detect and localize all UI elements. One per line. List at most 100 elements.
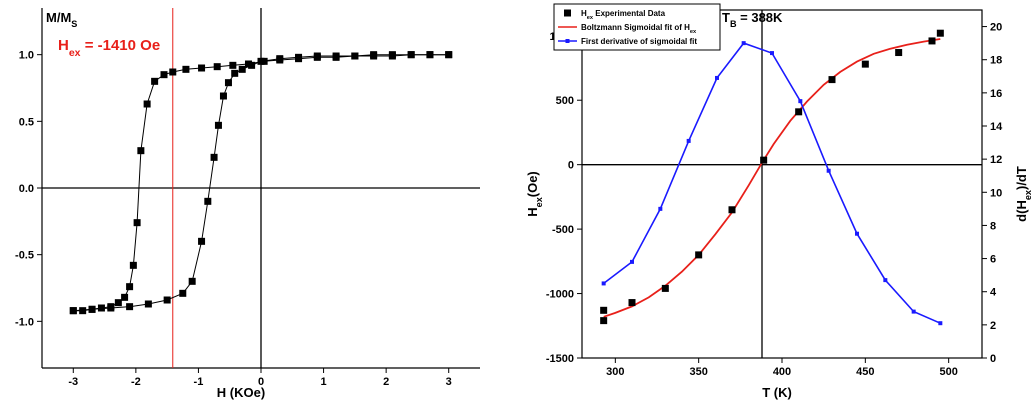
experimental-data-point [928,37,936,45]
x-tick-label: 2 [383,376,389,388]
x-tick-label: 350 [689,366,707,378]
ascending-data-point [88,305,96,313]
derivative-point [938,321,943,326]
descending-data-point [182,65,190,73]
ascending-data-point [351,52,359,60]
ascending-data-point [370,51,378,59]
ascending-data-point [426,51,434,59]
x-tick-label: -3 [68,376,78,388]
descending-data-point [133,219,141,227]
legend-label: First derivative of sigmoidal fit [581,37,697,46]
y-axis-title: M/MS [46,10,77,29]
y-right-tick-label: 20 [990,22,1002,34]
x-tick-label: 0 [258,376,264,388]
ascending-data-point [257,57,265,65]
experimental-data-point [695,251,703,259]
exchange-bias-chart: 300350400450500-1500-1000-50005001000024… [525,3,1033,400]
legend-marker-derivative-point [565,39,570,43]
legend-marker-experimental [564,9,571,17]
y-left-tick-label: 0 [568,160,574,172]
derivative-point [715,75,719,80]
y-tick-label: 1.0 [19,50,34,62]
ascending-data-point [126,303,134,311]
legend-box [553,3,721,51]
ascending-data-point [198,237,206,245]
descending-data-point [126,283,134,291]
derivative-point [741,41,746,46]
x-tick-label: 450 [856,366,874,378]
ascending-data-point [219,92,227,100]
experimental-data-point [760,156,768,164]
derivative-point [686,138,691,143]
x-tick-label: 500 [939,366,957,378]
legend-label: Hex Experimental Data [581,9,666,21]
ascending-data-point [248,61,256,69]
derivative-line [603,42,941,324]
y-tick-label: 0.5 [19,116,34,128]
descending-data-point [143,100,151,108]
x-axis-title: H (KOe) [217,385,265,400]
descending-data-point [169,68,177,76]
ascending-data-point [224,79,232,87]
experimental-data-point [628,299,636,307]
y-right-tick-label: 8 [990,220,996,232]
descending-data-point [129,261,137,269]
y-right-tick-label: 18 [990,55,1002,67]
descending-data-point [97,304,105,312]
x-tick-label: -2 [131,376,141,388]
x-tick-label: 300 [606,366,624,378]
experimental-data-point [600,306,608,314]
ascending-data-point [407,51,415,59]
plot-frame [581,9,983,359]
exchange-bias-annotation: Hex = -1410 Oe [58,37,160,59]
experimental-data-point [861,60,869,68]
y-left-axis-title: Hex(Oe) [525,171,544,217]
y-left-tick-label: -1000 [546,289,574,301]
ascending-data-point [144,300,152,308]
experimental-data-point [895,49,903,57]
y-right-axis-title: d(Hex)/dT [1014,166,1033,222]
y-right-tick-label: 12 [990,154,1002,166]
derivative-point [855,231,859,236]
ascending-data-point [313,52,321,60]
y-right-tick-label: 16 [990,88,1002,100]
x-axis-title: T (K) [762,385,792,400]
sigmoidal-fit-line [603,38,941,318]
x-tick-label: 1 [321,376,327,388]
y-right-tick-label: 6 [990,254,996,266]
derivative-point [630,259,634,264]
derivative-point [658,206,663,211]
ascending-data-point [231,69,239,77]
derivative-point [826,168,831,173]
x-tick-label: -1 [194,376,204,388]
y-right-tick-label: 14 [990,121,1003,133]
y-left-tick-label: -500 [552,224,574,236]
descending-data-point [121,293,129,301]
legend: Hex Experimental Data Boltzmann Sigmoidal… [553,3,721,51]
ascending-data-point [445,51,453,59]
ascending-data-point [388,51,396,59]
derivative-point [601,281,606,286]
derivative-point [770,51,774,56]
ascending-data-point [107,304,115,312]
ascending-data-point [69,307,77,315]
derivative-point [798,99,803,104]
ascending-data-point [210,153,218,161]
x-tick-label: 3 [446,376,452,388]
descending-data-point [198,64,206,72]
y-right-tick-label: 4 [990,287,997,299]
ascending-data-point [204,197,212,205]
descending-data-point [160,71,168,79]
chart-title: TB = 388K [722,10,783,29]
experimental-data-point [936,29,944,37]
experimental-data-point [728,206,736,214]
y-right-tick-label: 0 [990,353,996,365]
hysteresis-chart: -3 -2 -1 0 1 2 3 -1.0 -0.5 0.0 0.5 1.0 H (KOe) M/MS He… [15,8,480,400]
ascending-data-point [332,52,340,60]
ascending-data-point [295,53,303,61]
experimental-data-point [795,108,803,116]
descending-data-point [213,63,221,71]
y-tick-label: -0.5 [15,250,34,262]
y-right-tick-label: 2 [990,320,996,332]
